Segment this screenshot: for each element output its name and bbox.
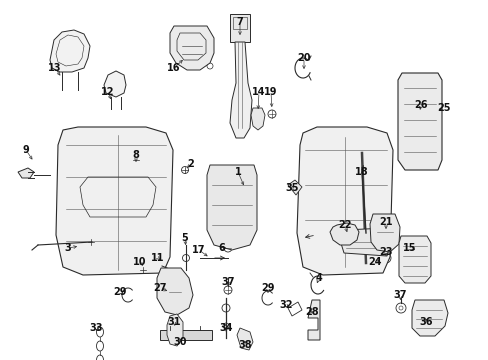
Text: 4: 4 — [315, 273, 322, 283]
Text: 37: 37 — [392, 290, 406, 300]
Text: 17: 17 — [192, 245, 205, 255]
Text: 8: 8 — [132, 150, 139, 160]
Text: 35: 35 — [285, 183, 298, 193]
Polygon shape — [237, 328, 252, 350]
Polygon shape — [287, 180, 302, 195]
Text: 9: 9 — [22, 145, 29, 155]
Polygon shape — [296, 127, 392, 275]
Text: 3: 3 — [64, 243, 71, 253]
Text: 38: 38 — [238, 340, 251, 350]
Text: 18: 18 — [354, 167, 368, 177]
Text: 6: 6 — [218, 243, 225, 253]
Polygon shape — [411, 300, 447, 336]
Text: 1: 1 — [234, 167, 241, 177]
Text: 33: 33 — [89, 323, 102, 333]
Polygon shape — [229, 42, 251, 138]
Text: 25: 25 — [436, 103, 450, 113]
Polygon shape — [329, 223, 358, 245]
Polygon shape — [170, 26, 214, 70]
Polygon shape — [398, 236, 430, 283]
Text: 16: 16 — [167, 63, 181, 73]
Text: 24: 24 — [367, 257, 381, 267]
Text: 21: 21 — [379, 217, 392, 227]
Text: 34: 34 — [219, 323, 232, 333]
Bar — [160, 330, 212, 340]
Bar — [232, 17, 246, 29]
Text: 11: 11 — [151, 253, 164, 263]
Bar — [167, 278, 183, 296]
Text: 31: 31 — [167, 317, 181, 327]
Text: 26: 26 — [413, 100, 427, 110]
Text: 22: 22 — [338, 220, 351, 230]
Bar — [356, 148, 368, 170]
Text: 28: 28 — [305, 307, 318, 317]
Text: 20: 20 — [297, 53, 310, 63]
Text: 2: 2 — [187, 159, 194, 169]
Text: 36: 36 — [418, 317, 432, 327]
Bar — [229, 14, 249, 42]
Text: 14: 14 — [252, 87, 265, 97]
Polygon shape — [56, 127, 173, 275]
Polygon shape — [50, 30, 90, 72]
Text: 23: 23 — [379, 247, 392, 257]
Polygon shape — [250, 108, 264, 130]
Text: 29: 29 — [261, 283, 274, 293]
Text: 10: 10 — [133, 257, 146, 267]
Text: 12: 12 — [101, 87, 115, 97]
Text: 7: 7 — [236, 17, 243, 27]
Polygon shape — [167, 314, 183, 346]
Polygon shape — [18, 168, 34, 178]
Text: 37: 37 — [221, 277, 234, 287]
Text: 5: 5 — [181, 233, 188, 243]
Text: 29: 29 — [113, 287, 126, 297]
Text: 13: 13 — [48, 63, 61, 73]
Circle shape — [351, 148, 375, 172]
Text: 19: 19 — [264, 87, 277, 97]
Polygon shape — [307, 300, 319, 340]
Text: 30: 30 — [173, 337, 186, 347]
Polygon shape — [397, 73, 441, 170]
Polygon shape — [369, 214, 399, 252]
Polygon shape — [339, 228, 391, 256]
Text: 27: 27 — [153, 283, 166, 293]
Polygon shape — [104, 71, 126, 97]
Text: 15: 15 — [403, 243, 416, 253]
Polygon shape — [157, 268, 193, 315]
Bar — [407, 90, 417, 110]
Polygon shape — [206, 165, 257, 250]
Text: 32: 32 — [279, 300, 292, 310]
